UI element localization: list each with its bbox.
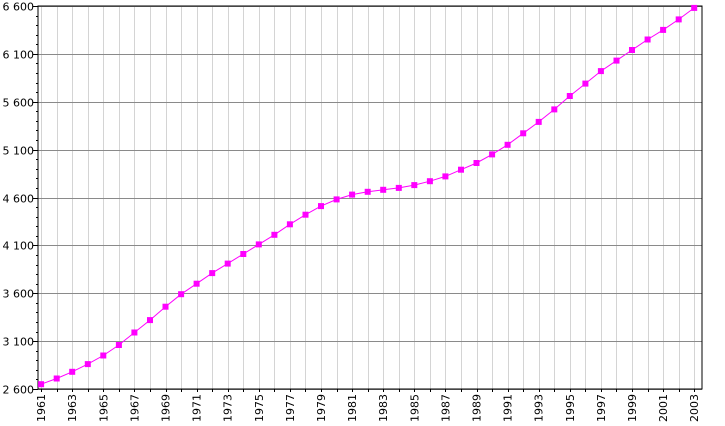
y-tick-label: 4 100	[3, 240, 35, 253]
data-point	[100, 352, 107, 359]
data-point	[660, 26, 667, 33]
data-point	[302, 211, 309, 218]
series-line	[40, 7, 695, 385]
grid	[38, 6, 702, 390]
data-point	[411, 182, 418, 189]
data-point	[69, 368, 76, 375]
data-point	[364, 188, 371, 195]
x-tick-label: 1993	[533, 394, 546, 422]
x-tick-label: 1969	[160, 394, 173, 422]
data-point	[380, 186, 387, 193]
y-tick-label: 3 600	[3, 288, 35, 301]
data-point	[629, 47, 635, 53]
x-tick-label: 1977	[284, 394, 297, 422]
y-tick-label: 5 600	[3, 97, 35, 110]
x-tick-label: 1965	[97, 394, 110, 422]
data-point	[644, 36, 651, 43]
x-tick-label: 1973	[222, 394, 235, 422]
y-tick-label: 3 100	[3, 336, 35, 349]
x-tick-label: 1961	[35, 394, 48, 422]
x-tick-label: 2003	[688, 394, 701, 422]
series	[38, 4, 698, 388]
data-point	[675, 16, 682, 23]
data-point	[613, 57, 620, 64]
y-tick-label: 6 600	[3, 1, 35, 14]
data-point	[240, 251, 247, 257]
data-point	[131, 329, 138, 336]
data-point	[535, 118, 542, 125]
x-tick-label: 1991	[502, 394, 515, 422]
data-point	[271, 231, 278, 238]
data-point	[84, 361, 91, 368]
data-point	[504, 141, 511, 148]
x-tick-label: 1985	[408, 394, 421, 422]
data-point	[395, 184, 402, 191]
data-point	[582, 80, 589, 87]
x-tick-label: 1963	[66, 394, 79, 422]
data-point	[426, 178, 433, 185]
data-point	[53, 375, 60, 382]
data-point	[209, 270, 216, 277]
y-tick-label: 5 100	[3, 145, 35, 158]
data-point	[38, 381, 45, 388]
data-point	[178, 291, 185, 298]
x-tick-label: 1997	[595, 394, 608, 422]
data-point	[489, 151, 496, 158]
data-point	[162, 303, 169, 310]
x-tick-label: 2001	[657, 394, 670, 422]
data-point	[597, 68, 604, 75]
data-point	[566, 93, 573, 99]
data-point	[691, 4, 698, 11]
y-tick-label: 2 600	[3, 384, 35, 397]
data-point	[333, 196, 340, 203]
data-point	[551, 106, 558, 113]
y-tick-label: 4 600	[3, 193, 35, 206]
data-point	[193, 280, 200, 287]
plot-frame	[37, 5, 703, 390]
x-tick-label: 1999	[626, 394, 639, 422]
data-point	[224, 260, 231, 267]
data-point	[255, 241, 262, 248]
y-axis: 2 600 3 100 3 600 4 100 4 600 5 100 5 600 6 100…	[3, 1, 38, 397]
data-point	[458, 166, 464, 173]
x-tick-label: 1971	[191, 394, 204, 422]
data-point	[442, 173, 449, 180]
x-tick-label: 1987	[439, 394, 452, 422]
x-tick-label: 1975	[253, 394, 266, 422]
data-point	[115, 342, 122, 348]
x-tick-label: 1967	[128, 394, 141, 422]
x-tick-label: 1989	[471, 394, 484, 422]
x-tick-label: 1981	[346, 394, 359, 422]
x-axis: 1961 1963 1965 1967 1969 1971 1973 1975 1977 1979…	[35, 389, 701, 422]
data-point	[286, 221, 293, 228]
data-point	[318, 203, 324, 210]
data-point	[473, 160, 480, 166]
data-point	[349, 191, 356, 198]
y-tick-label: 6 100	[3, 49, 35, 62]
x-tick-label: 1979	[315, 394, 328, 422]
x-tick-label: 1995	[564, 394, 577, 422]
x-tick-label: 1983	[377, 394, 390, 422]
data-point	[520, 130, 527, 137]
data-point	[147, 317, 153, 324]
